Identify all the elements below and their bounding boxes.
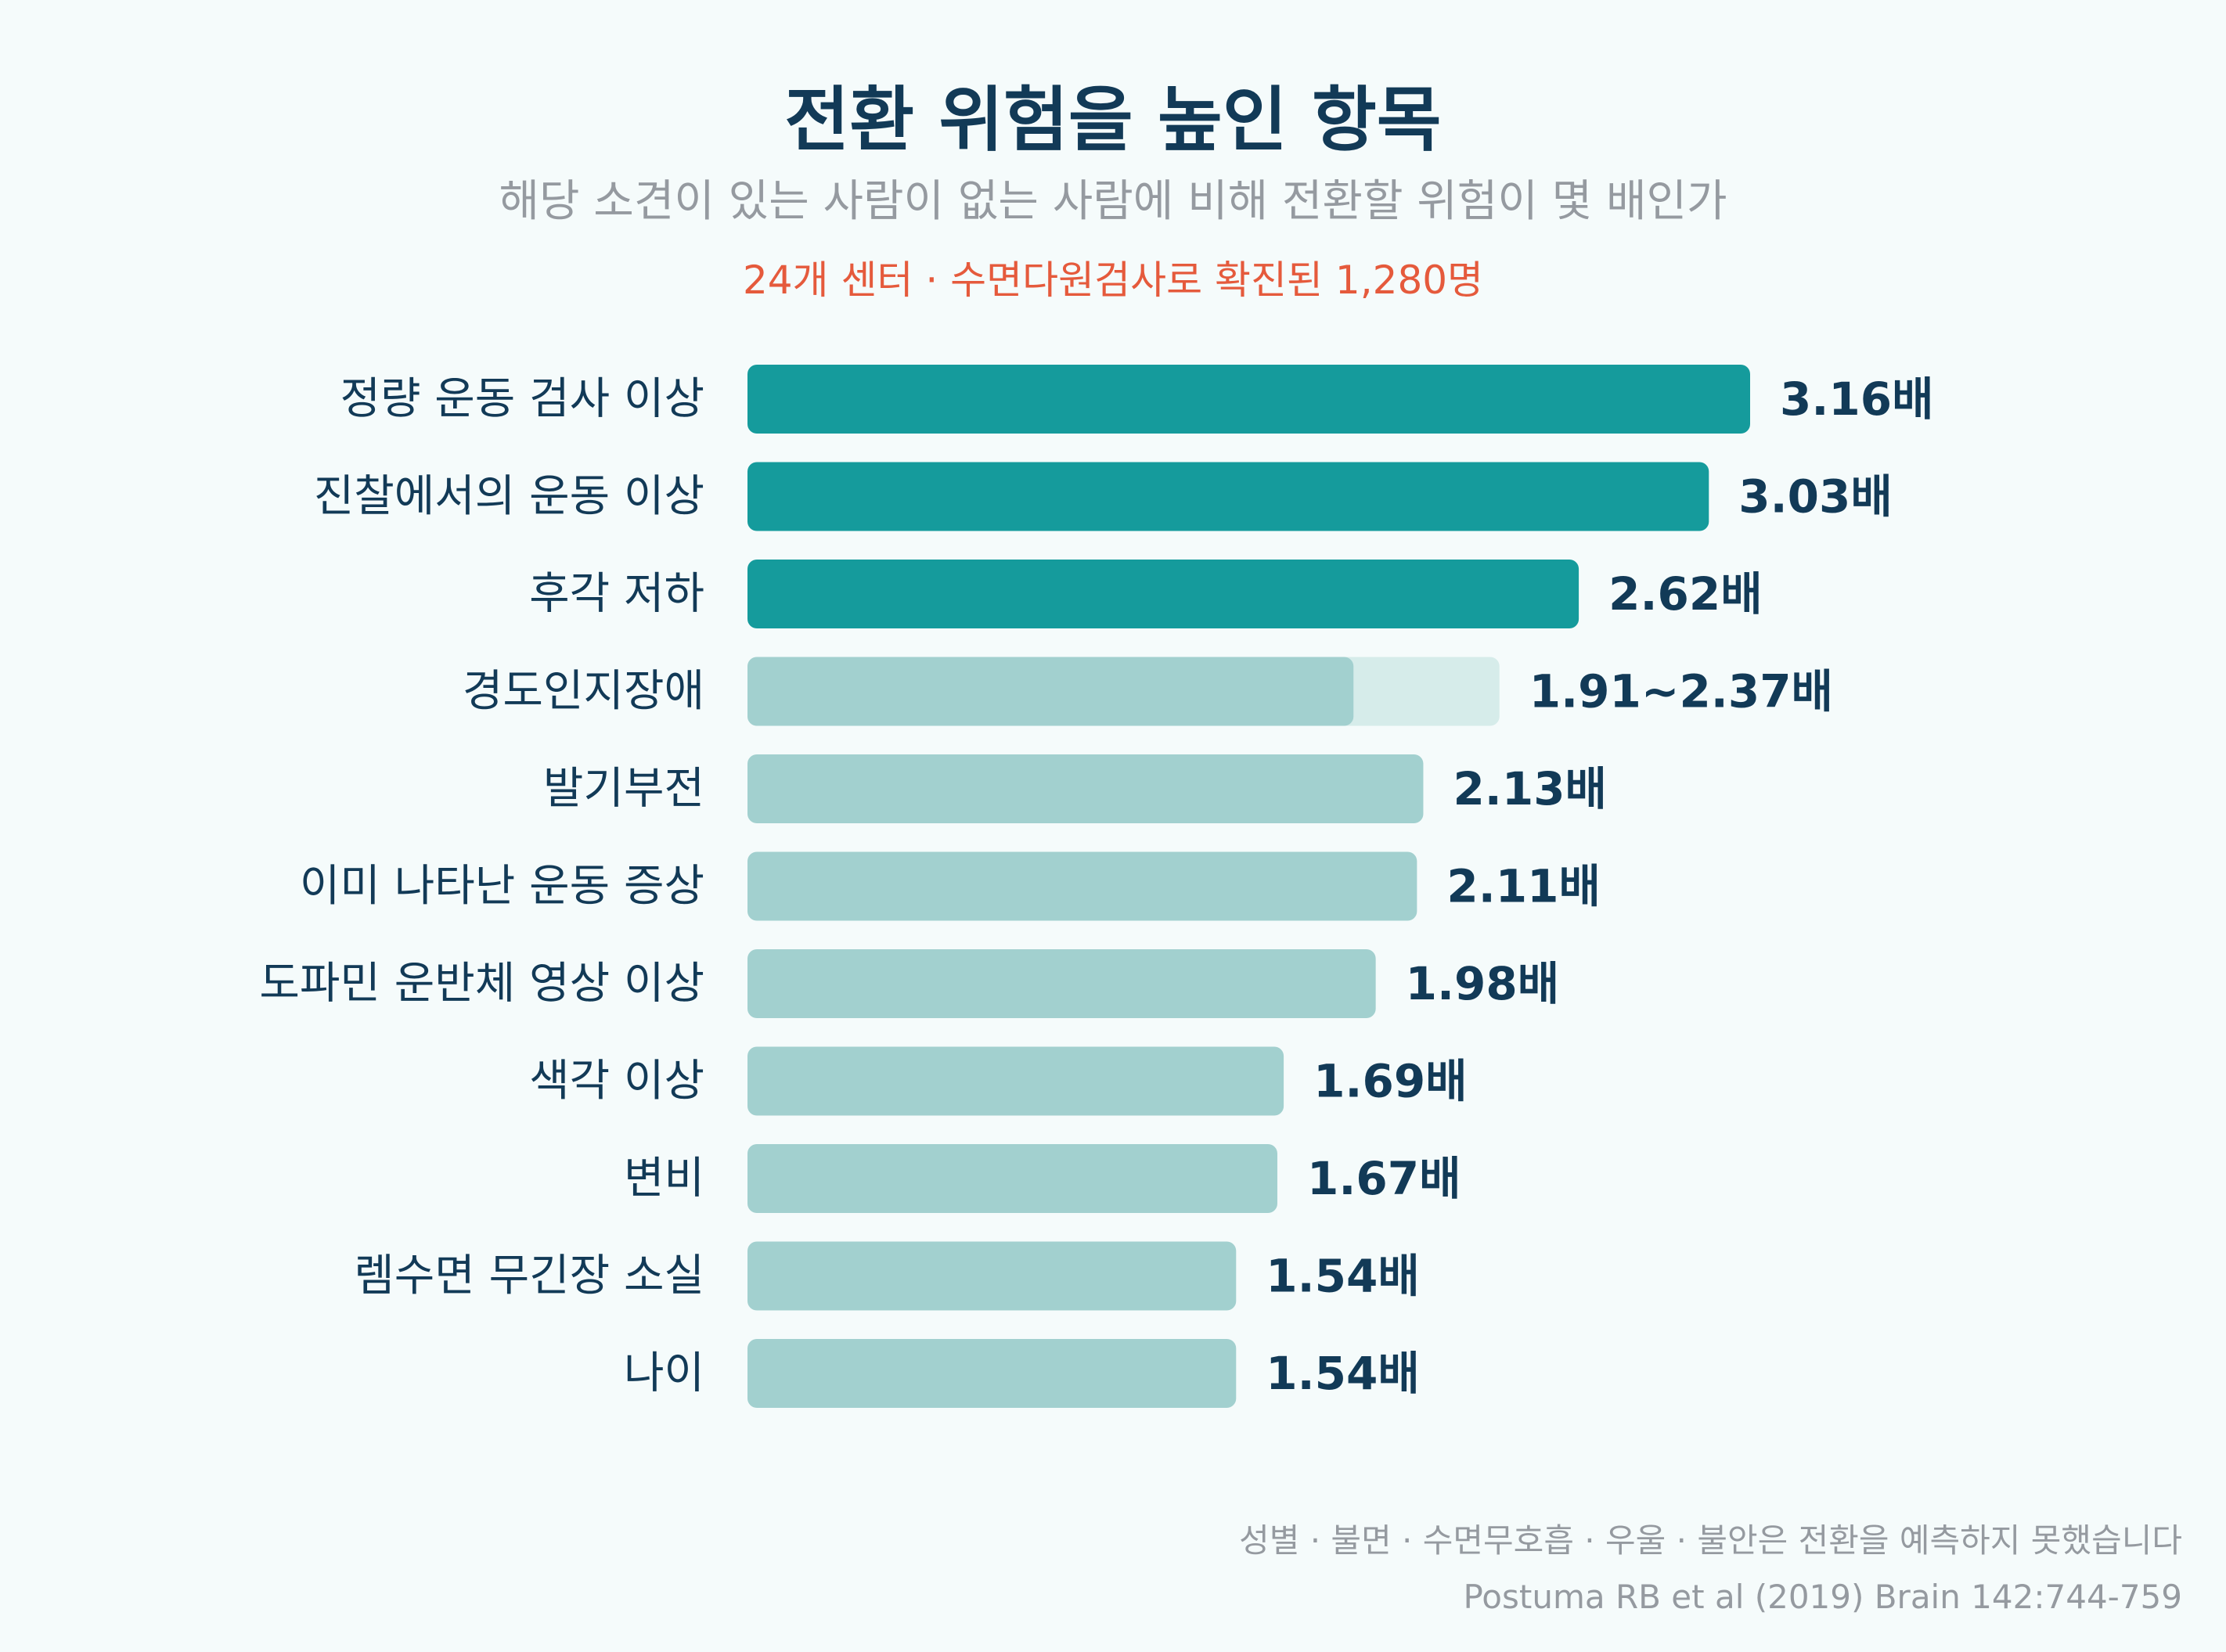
source-citation: Postuma RB et al (2019) Brain 142:744-75… (1463, 1578, 2182, 1616)
bar (747, 754, 1424, 823)
footer-note: 성별 · 불면 · 수면무호흡 · 우울 · 불안은 전환을 예측하지 못했습니… (1239, 1521, 2182, 1560)
category-label: 렘수면 무긴장 소실 (354, 1251, 704, 1301)
bar (747, 1241, 1237, 1311)
bar (747, 1144, 1277, 1213)
value-label: 2.13배 (1453, 762, 1606, 815)
bar (747, 1339, 1237, 1408)
chart-subtitle: 해당 소견이 있는 사람이 없는 사람에 비해 전환할 위험이 몇 배인가 (499, 176, 1727, 227)
value-label: 1.98배 (1406, 957, 1559, 1010)
chart-note: 24개 센터 · 수면다원검사로 확진된 1,280명 (742, 257, 1484, 303)
bar (747, 657, 1354, 726)
category-label: 경도인지장애 (463, 666, 704, 717)
value-label: 1.91~2.37배 (1529, 665, 1833, 718)
value-label: 3.16배 (1780, 373, 1933, 426)
value-label: 1.67배 (1307, 1152, 1461, 1205)
bar (747, 560, 1579, 628)
value-label: 1.69배 (1313, 1055, 1467, 1108)
category-label: 정량 운동 검사 이상 (340, 374, 704, 425)
category-label: 도파민 운반체 영상 이상 (259, 959, 704, 1010)
category-label: 후각 저하 (529, 569, 704, 620)
category-label: 이미 나타난 운동 증상 (300, 861, 704, 912)
category-label: 나이 (624, 1348, 704, 1399)
value-label: 1.54배 (1266, 1347, 1419, 1400)
bar (747, 851, 1417, 921)
chart-title: 전환 위험을 높인 항목 (784, 79, 1442, 161)
bar (747, 462, 1709, 531)
bar (747, 1046, 1284, 1116)
value-label: 2.62배 (1608, 567, 1762, 621)
value-label: 1.54배 (1266, 1250, 1419, 1303)
bar (747, 365, 1750, 434)
category-label: 변비 (624, 1154, 704, 1204)
category-label: 색각 이상 (529, 1056, 704, 1107)
bar (747, 949, 1376, 1018)
value-label: 3.03배 (1738, 470, 1892, 524)
category-label: 발기부전 (543, 764, 704, 815)
value-label: 2.11배 (1446, 860, 1600, 913)
category-label: 진찰에서의 운동 이상 (314, 471, 704, 522)
